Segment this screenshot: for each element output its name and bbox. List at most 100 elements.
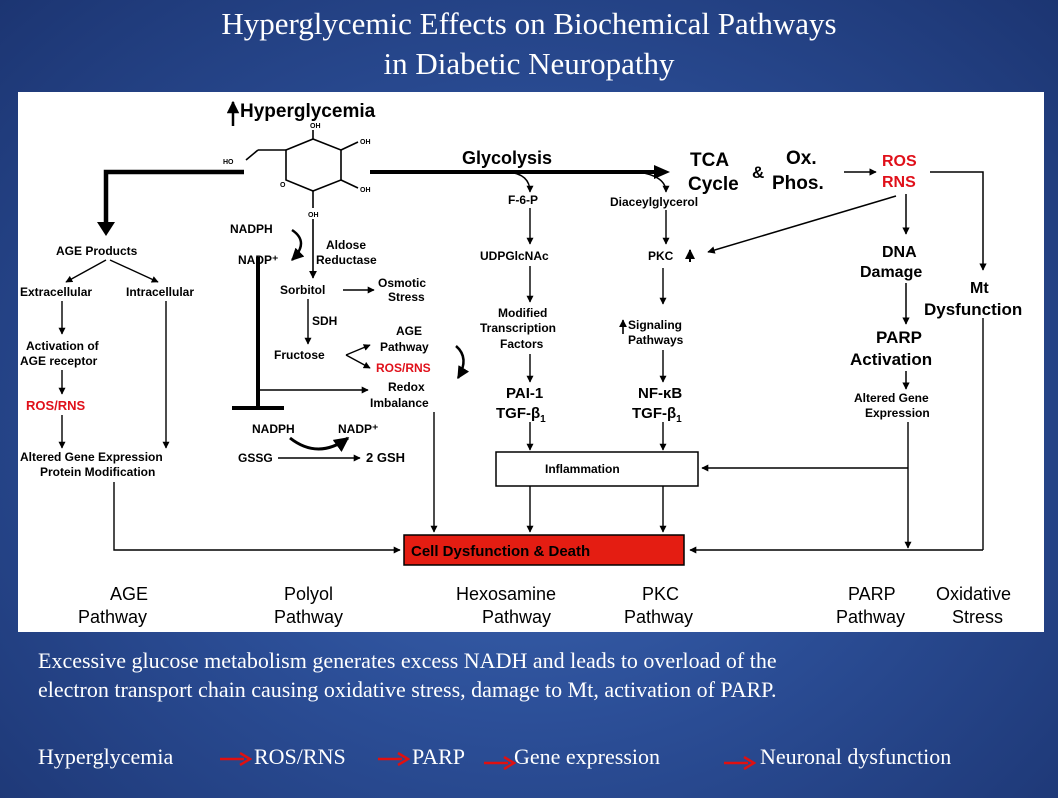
flow-step-hyperglycemia: Hyperglycemia — [38, 744, 174, 769]
diagram-panel: Hyperglycemia OH OH OH OH HO O Glycolysi… — [18, 92, 1044, 632]
glycolysis-to-f6p-arrow — [507, 171, 534, 193]
pathway-pkc-1: PKC — [642, 584, 679, 604]
flow-arrow-3-icon — [484, 756, 516, 770]
altered-right-line2: Expression — [865, 406, 930, 420]
inflammation-box — [495, 451, 699, 487]
fructose-to-age-arrow — [345, 344, 371, 356]
ros-to-pkc-arrow — [707, 195, 897, 254]
pathway-labels: AGE Pathway Polyol Pathway Hexosamine Pa… — [78, 584, 1011, 627]
pathway-ox-1: Oxidative — [936, 584, 1011, 604]
activation-line1: Activation of — [26, 339, 100, 353]
sorbitol-label: Sorbitol — [280, 283, 325, 297]
modified-line3: Factors — [500, 337, 544, 351]
damage-label: Damage — [860, 264, 922, 281]
age-pathway-line2: Pathway — [380, 340, 429, 354]
osmotic-line2: Stress — [388, 290, 425, 304]
fructose-to-ros-arrow — [345, 354, 371, 369]
modified-line2: Transcription — [480, 321, 556, 335]
pathway-polyol-2: Pathway — [274, 607, 343, 627]
age-products-label: AGE Products — [56, 244, 138, 258]
pai1-label: PAI-1 — [506, 385, 543, 402]
extracellular-label: Extracellular — [20, 285, 92, 299]
slide-title: Hyperglycemic Effects on Biochemical Pat… — [0, 4, 1058, 84]
gsh-label: 2 GSH — [366, 450, 405, 465]
title-line-1: Hyperglycemic Effects on Biochemical Pat… — [221, 6, 837, 41]
pathway-parp-2: Pathway — [836, 607, 905, 627]
pathway-age-2: Pathway — [78, 607, 147, 627]
flow-arrow-2-icon — [378, 752, 410, 766]
ros-label: ROS — [882, 153, 917, 170]
pathway-polyol-1: Polyol — [284, 584, 333, 604]
mt-label: Mt — [970, 280, 989, 297]
altered-right-line1: Altered Gene — [854, 391, 929, 405]
caption-line-2: electron transport chain causing oxidati… — [38, 677, 777, 702]
udp-label: UDPGlcNAc — [480, 249, 549, 263]
tgf-right-label: TGF-β1 — [632, 405, 682, 425]
nadph-cycle-arrow — [291, 228, 305, 261]
mt-dysfunction-label: Dysfunction — [924, 300, 1022, 319]
flow-sequence: Hyperglycemia ROS/RNS PARP Gene expressi… — [38, 744, 1038, 774]
sdh-label: SDH — [312, 314, 337, 328]
ros-rns-mid-label: ROS/RNS — [376, 361, 431, 375]
intracellular-label: Intracellular — [126, 285, 194, 299]
signaling-line2: Pathways — [628, 333, 684, 347]
flow-step-gene-expression: Gene expression — [514, 744, 661, 769]
glucose-oh-2: OH — [360, 139, 371, 146]
cycle-label: Cycle — [688, 174, 739, 195]
cell-dysfunction-box — [403, 534, 685, 566]
flow-arrow-1-icon — [220, 752, 252, 766]
ampersand-label: & — [752, 163, 764, 182]
flow-step-parp: PARP — [412, 744, 466, 769]
nadph-gssg-curve-arrow — [289, 436, 350, 453]
pathway-diagram: Hyperglycemia OH OH OH OH HO O Glycolysi… — [20, 100, 1022, 627]
dna-label: DNA — [882, 244, 917, 261]
ros-redox-curve-arrow — [455, 345, 470, 380]
aldose-line1: Aldose — [326, 238, 366, 252]
glucose-oh-1: OH — [310, 123, 321, 130]
aldose-line2: Reductase — [316, 253, 377, 267]
glucose-oh-4: OH — [308, 212, 319, 219]
glycolysis-arrow — [370, 165, 670, 179]
flow-step-neuronal-dysfunction: Neuronal dysfunction — [760, 744, 952, 769]
glycolysis-to-dag-arrow — [637, 171, 670, 193]
ros-to-mt-arrow — [930, 171, 987, 271]
glycolysis-label: Glycolysis — [462, 148, 552, 168]
title-line-2: in Diabetic Neuropathy — [383, 46, 675, 81]
fructose-label: Fructose — [274, 348, 325, 362]
inhibition-bar — [232, 257, 284, 410]
altered-left-line2: Protein Modification — [40, 465, 155, 479]
redox-line1: Redox — [388, 380, 425, 394]
caption: Excessive glucose metabolism generates e… — [38, 646, 1038, 704]
glucose-ho: HO — [223, 159, 234, 166]
pathway-age-1: AGE — [110, 584, 148, 604]
age-to-intracellular-arrow — [109, 259, 159, 283]
pathway-hexo-1: Hexosamine — [456, 584, 556, 604]
rns-label: RNS — [882, 174, 916, 191]
redox-line2: Imbalance — [370, 396, 429, 410]
cell-dysfunction-label: Cell Dysfunction & Death — [411, 543, 590, 560]
glucose-o: O — [280, 182, 286, 189]
nfkb-label: NF-κB — [638, 385, 682, 402]
age-to-extracellular-arrow — [65, 259, 107, 283]
activation-line2: AGE receptor — [20, 354, 98, 368]
ox-label: Ox. — [786, 148, 817, 169]
glucose-oh-3: OH — [360, 187, 371, 194]
pathway-parp-1: PARP — [848, 584, 896, 604]
glucose-molecule-icon — [245, 130, 359, 208]
inflammation-label: Inflammation — [545, 462, 620, 476]
nadp-bottom-label: NADP⁺ — [338, 422, 378, 436]
parp-activation-label: Activation — [850, 350, 932, 369]
signaling-line1: Signaling — [628, 318, 682, 332]
nadph-top-label: NADPH — [230, 222, 273, 236]
age-branch-arrow — [97, 169, 244, 236]
flow-arrow-4-icon — [724, 756, 756, 770]
gssg-label: GSSG — [238, 451, 273, 465]
pathway-pkc-2: Pathway — [624, 607, 693, 627]
caption-line-1: Excessive glucose metabolism generates e… — [38, 648, 777, 673]
ros-rns-left-label: ROS/RNS — [26, 398, 86, 413]
age-to-cell-arrow — [113, 482, 401, 554]
age-pathway-line1: AGE — [396, 324, 422, 338]
parp-label: PARP — [876, 328, 922, 347]
diacylglycerol-label: Diaceylglycerol — [610, 195, 698, 209]
osmotic-line1: Osmotic — [378, 276, 426, 290]
